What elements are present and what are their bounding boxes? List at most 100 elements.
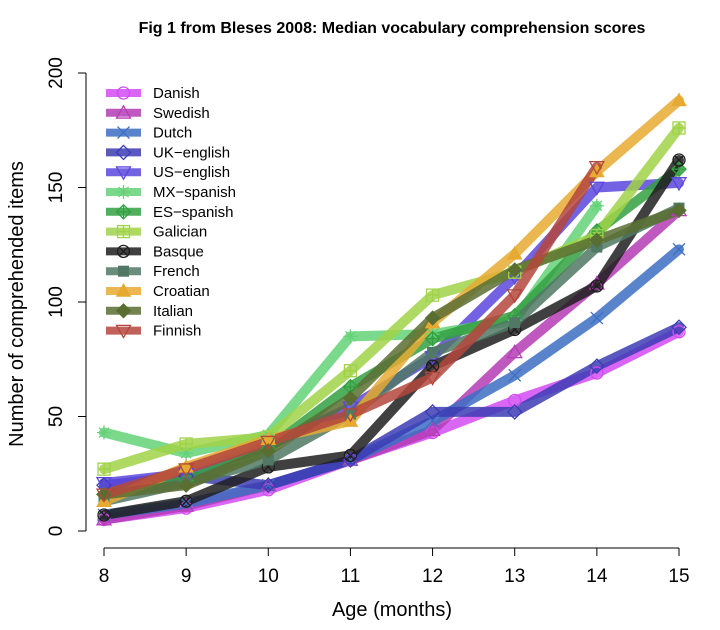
y-tick-label: 50 [46,406,67,427]
legend-marker [115,144,132,161]
x-tick-label: 12 [422,566,443,587]
legend-marker [116,244,131,259]
legend-label: MX−spanish [153,184,236,201]
data-point-galician [179,437,193,451]
data-point-dutch [672,242,686,256]
x-tick-label: 15 [668,566,689,587]
data-point-danish [508,393,522,408]
legend-label: Danish [153,85,200,102]
data-point-dutch [426,414,440,428]
legend-label: Finnish [153,323,201,340]
legend-marker [116,224,131,239]
data-point-uk-english [424,404,441,420]
series-markers [95,92,688,527]
legend-label: Swedish [153,105,210,122]
legend-entry-danish: Danish [106,85,200,102]
data-point-swedish [424,421,441,437]
data-point-uk-english [342,452,359,468]
data-point-finnish [178,463,195,478]
legend-entry-us-english: US−english [106,164,230,181]
legend-entry-es-spanish: ES−spanish [106,204,233,221]
data-point-basque [179,494,193,508]
data-point-finnish [260,435,277,451]
data-point-us-english [670,177,688,192]
data-point-basque [343,448,358,463]
x-tick-label: 13 [504,566,525,587]
data-point-danish [672,325,686,339]
legend-marker [115,282,132,297]
legend-entry-dutch: Dutch [106,125,192,142]
data-point-basque [590,279,604,293]
data-point-swedish [506,344,523,359]
data-point-italian [424,310,441,326]
x-tick-label: 9 [181,566,192,587]
data-point-dutch [179,497,193,510]
data-point-dutch [508,368,522,382]
legend-entry-finnish: Finnish [106,323,201,340]
x-axis-title: Age (months) [332,599,452,621]
data-point-galician [425,288,440,302]
x-tick-label: 8 [99,566,110,587]
data-point-galician [343,364,358,378]
data-point-basque [97,508,111,522]
legend-label: Galician [153,224,207,241]
legend-entry-uk-english: UK−english [106,144,230,161]
y-tick-label: 100 [46,286,67,318]
legend-marker [118,265,129,277]
data-point-mx-spanish [343,329,358,344]
data-point-italian [178,477,194,493]
x-tick-label: 14 [586,566,608,587]
data-point-italian [507,262,523,278]
data-point-italian [671,202,687,219]
data-point-uk-english [260,477,277,494]
legend-marker [116,185,131,199]
legend-marker [115,324,132,339]
series-line-italian [99,205,684,500]
data-point-mx-spanish [589,198,604,213]
legend-label: Italian [153,303,193,320]
legend-entry-swedish: Swedish [106,104,210,122]
x-tick-label: 11 [341,566,361,587]
legend-label: US−english [153,164,230,181]
data-point-italian [589,232,605,248]
data-point-dutch [590,311,604,325]
data-point-swedish [260,476,277,492]
y-axis-title: Number of comprehended items [6,161,28,447]
legend-entry-mx-spanish: MX−spanish [106,184,236,201]
data-point-dutch [261,478,275,492]
legend-entry-italian: Italian [106,303,193,320]
data-point-french [427,346,439,358]
data-point-finnish [342,408,359,423]
legend-marker [115,303,132,319]
data-point-italian [342,390,359,406]
legend-entry-french: French [106,263,200,280]
data-point-galician [672,121,686,135]
data-point-dutch [343,453,357,467]
data-point-galician [97,462,111,476]
legend-label: UK−english [153,144,230,161]
data-point-us-english [588,181,605,196]
legend-label: ES−spanish [153,204,233,221]
data-point-italian [260,443,276,459]
chart-title: Fig 1 from Bleses 2008: Median vocabular… [139,20,646,37]
data-point-finnish [95,488,113,503]
x-tick-label: 10 [258,566,279,587]
data-point-uk-english [588,358,605,375]
data-point-croatian [506,245,523,260]
data-point-french [509,317,521,329]
y-tick-label: 150 [46,172,67,204]
data-point-finnish [424,371,441,386]
data-point-croatian [671,92,687,107]
legend-marker [115,166,132,181]
legend-label: Basque [153,243,204,260]
legend-marker [115,203,132,220]
legend-label: Croatian [153,283,210,300]
y-tick-label: 200 [46,57,67,89]
legend: Danish Swedish Dutch UK−english US−english MX… [106,85,236,340]
data-point-basque [672,153,686,167]
y-tick-label: 0 [46,526,67,537]
data-point-es-spanish [671,161,687,178]
legend-marker [117,126,130,140]
